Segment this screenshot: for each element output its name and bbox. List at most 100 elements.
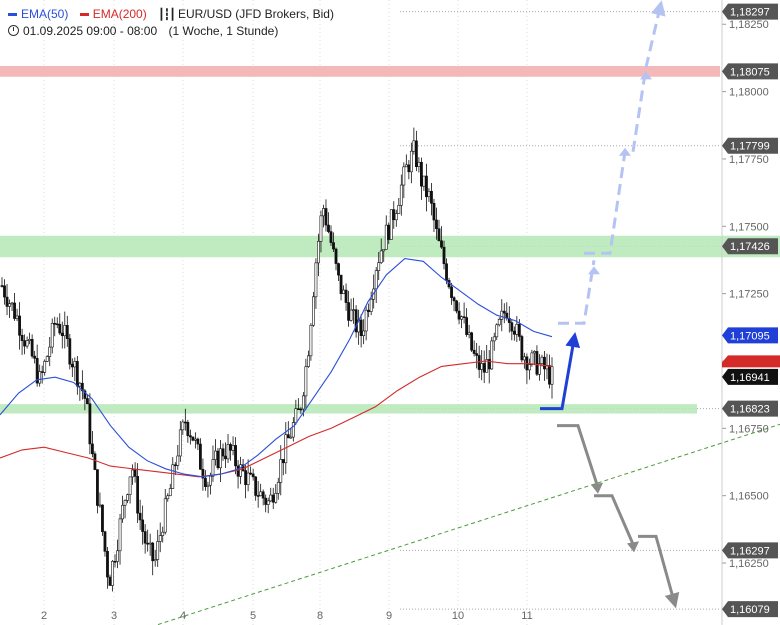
- candle-body: [161, 531, 165, 536]
- candle: [417, 157, 421, 173]
- candle: [490, 337, 494, 370]
- candle-body: [467, 332, 471, 335]
- ema50-value-badge: 1,17095: [722, 327, 778, 344]
- candle: [3, 279, 6, 305]
- candle: [452, 296, 456, 312]
- candle-body: [75, 361, 79, 387]
- candle: [118, 513, 122, 565]
- bearish-arrowhead-2: [627, 541, 639, 553]
- candle-body: [271, 494, 275, 503]
- candle: [60, 321, 64, 349]
- y-tick-label: 1,18000: [729, 87, 769, 99]
- candle: [510, 319, 514, 341]
- candle: [407, 160, 411, 180]
- candle: [25, 336, 29, 349]
- candle: [535, 345, 539, 376]
- candle-body: [15, 315, 19, 319]
- current-price-badge: 1,16941: [722, 368, 778, 385]
- candle-body: [296, 408, 300, 410]
- candle-body: [171, 464, 175, 489]
- candle-body: [550, 366, 554, 385]
- candle: [281, 459, 285, 476]
- candle-body: [414, 140, 418, 168]
- resistance-zone: [0, 66, 720, 77]
- candle: [344, 283, 348, 311]
- candle: [384, 215, 388, 250]
- candle-body: [181, 421, 185, 431]
- candle: [191, 436, 195, 442]
- candle-body: [374, 270, 378, 290]
- candle-body: [219, 448, 222, 469]
- candle-body: [369, 298, 373, 312]
- candle: [430, 182, 433, 216]
- candle: [163, 489, 167, 535]
- bullish-arrowhead-2: [619, 147, 631, 156]
- candle: [465, 308, 469, 337]
- candle-body: [93, 453, 97, 470]
- candle: [219, 440, 222, 483]
- candle-body: [417, 161, 421, 168]
- candle: [256, 481, 260, 508]
- candle: [317, 233, 320, 277]
- candle: [460, 315, 463, 329]
- legend-instrument[interactable]: ┃┇┃ EUR/USD (JFD Brokers, Bid): [158, 7, 334, 21]
- x-tick-label: 9: [386, 610, 392, 622]
- candle: [515, 316, 519, 342]
- candle: [349, 298, 353, 322]
- candle-body: [339, 274, 343, 294]
- candle-body: [116, 550, 119, 562]
- candle-body: [113, 561, 117, 563]
- candle-body: [312, 296, 315, 326]
- candle: [440, 226, 443, 249]
- candle-body: [492, 336, 496, 342]
- candle-body: [10, 302, 14, 305]
- candle: [153, 549, 157, 567]
- bearish-arrowhead-1: [591, 482, 603, 494]
- candle: [304, 358, 308, 410]
- candle-body: [259, 491, 263, 496]
- candle: [209, 472, 212, 495]
- candle: [23, 334, 27, 355]
- candle-body: [362, 330, 366, 336]
- legend-ema50[interactable]: EMA(50): [8, 7, 68, 21]
- ema50-value-badge-label: 1,17095: [730, 330, 770, 342]
- candle-body: [5, 296, 9, 307]
- candle-body: [106, 551, 109, 578]
- legend-row-1: EMA(50) EMA(200) ┃┇┃ EUR/USD (JFD Brokers…: [8, 6, 342, 23]
- candle-body: [58, 323, 62, 334]
- candle: [379, 238, 383, 265]
- candle: [216, 447, 220, 470]
- candle: [188, 429, 192, 445]
- y-tick-label: 1,18250: [729, 19, 769, 31]
- candle-body: [477, 355, 481, 370]
- candle-body: [111, 561, 114, 586]
- candle: [497, 317, 501, 327]
- candle-body: [527, 364, 531, 371]
- candle-body: [121, 504, 124, 520]
- candle: [467, 324, 471, 339]
- candle-body: [68, 338, 72, 365]
- candle: [492, 332, 496, 351]
- candle: [269, 487, 273, 503]
- candle: [306, 350, 310, 368]
- candle-body: [342, 289, 345, 294]
- candle-body: [515, 323, 519, 335]
- candle: [357, 309, 361, 345]
- clock-icon: [8, 25, 19, 36]
- candle-body: [435, 219, 438, 230]
- candle: [520, 334, 524, 363]
- bullish-arrowhead-3: [640, 71, 652, 80]
- candle: [186, 419, 190, 443]
- legend-ema200[interactable]: EMA(200): [79, 7, 147, 21]
- candle: [334, 247, 338, 271]
- candle: [156, 529, 160, 567]
- candle: [450, 282, 453, 305]
- candle-body: [512, 330, 516, 335]
- candle-body: [8, 303, 11, 307]
- candle-body: [178, 429, 182, 457]
- candle-body: [319, 215, 323, 242]
- candle: [274, 484, 278, 504]
- candle: [397, 197, 401, 214]
- ema200-line: [0, 360, 553, 478]
- candle: [445, 258, 448, 285]
